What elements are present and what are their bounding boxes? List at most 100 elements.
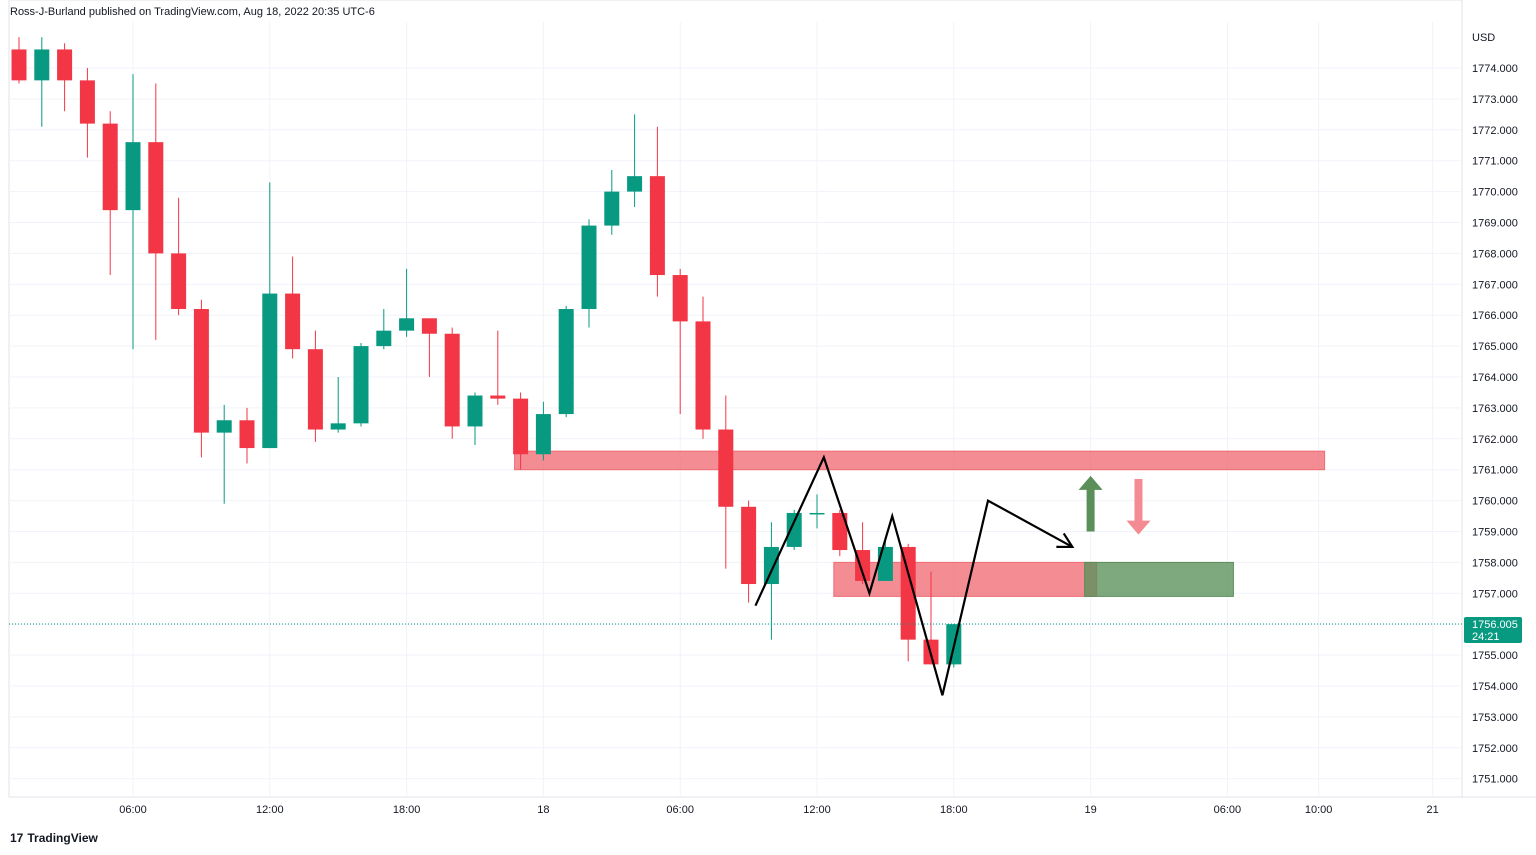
candle-body [399, 318, 415, 331]
candle-body [353, 346, 369, 424]
candle-body [900, 546, 916, 640]
candle-body [649, 176, 665, 276]
price-tick-label: 1752.000 [1472, 743, 1518, 755]
down-arrow [1126, 478, 1151, 535]
candle [581, 219, 597, 328]
candle-body [718, 429, 734, 507]
candle-body [262, 293, 278, 449]
candle-body [581, 225, 597, 310]
candle [535, 401, 551, 461]
tradingview-logo-icon: 17 [10, 831, 24, 845]
candle [239, 407, 255, 464]
candle-body [855, 550, 871, 581]
tradingview-brand-label: TradingView [27, 831, 98, 845]
candle-body [627, 176, 643, 192]
price-tick-label: 1764.000 [1472, 372, 1518, 384]
candle [649, 126, 665, 297]
candle [79, 68, 95, 158]
candle-body [695, 321, 711, 430]
price-tick-label: 1751.000 [1472, 774, 1518, 786]
candle [490, 330, 506, 405]
candle-body [604, 191, 620, 226]
candle-body [832, 512, 848, 551]
up-arrow [1078, 475, 1103, 532]
pattern-path [754, 454, 1073, 696]
publisher-caption: Ross-J-Burland published on TradingView.… [10, 6, 375, 18]
price-tick-label: 1773.000 [1472, 94, 1518, 106]
candle-body [239, 420, 255, 449]
candle-body [786, 512, 802, 547]
candle [695, 296, 711, 439]
price-tick-label: 1768.000 [1472, 248, 1518, 260]
candle [809, 494, 825, 529]
candle [558, 305, 574, 418]
candles [11, 37, 962, 668]
candle-body [877, 546, 893, 581]
candle [672, 268, 688, 415]
candle-body [467, 395, 483, 427]
time-tick-label: 18:00 [940, 804, 968, 816]
price-tick-label: 1766.000 [1472, 310, 1518, 322]
candle-body [34, 49, 50, 81]
last-price-tag [1464, 617, 1522, 644]
candle-body [102, 123, 118, 211]
price-tick-label: 1765.000 [1472, 341, 1518, 353]
time-tick-label: 12:00 [803, 804, 831, 816]
time-tick-label: 21 [1426, 804, 1438, 816]
candle-body [307, 349, 323, 430]
candle [171, 197, 187, 316]
last-price-countdown: 24:21 [1472, 631, 1500, 643]
price-tick-label: 1759.000 [1472, 527, 1518, 539]
candle-body [672, 275, 688, 322]
target-zone [1084, 561, 1234, 597]
price-tick-label: 1753.000 [1472, 712, 1518, 724]
candle [376, 309, 392, 350]
candle-body [79, 80, 95, 124]
price-tick-label: 1767.000 [1472, 279, 1518, 291]
time-tick-label: 06:00 [1214, 804, 1242, 816]
price-tick-label: 1771.000 [1472, 156, 1518, 168]
candle [11, 37, 27, 84]
candle-body [148, 142, 164, 254]
time-tick-label: 06:00 [119, 804, 147, 816]
candle [444, 327, 460, 439]
price-tick-label: 1770.000 [1472, 187, 1518, 199]
candle [627, 114, 643, 208]
candle-body [125, 142, 141, 211]
candle [125, 74, 141, 350]
candle [193, 299, 209, 458]
time-tick-label: 10:00 [1305, 804, 1333, 816]
time-tick-label: 06:00 [666, 804, 694, 816]
price-tick-label: 1763.000 [1472, 403, 1518, 415]
candle [467, 392, 483, 445]
time-tick-label: 18:00 [393, 804, 421, 816]
price-tick-label: 1774.000 [1472, 63, 1518, 75]
candle-body [285, 293, 301, 350]
price-tick-label: 1755.000 [1472, 650, 1518, 662]
candle-body [216, 420, 232, 433]
candle-body [535, 414, 551, 455]
candle [330, 377, 346, 433]
candle [34, 37, 50, 127]
candle [216, 404, 232, 504]
price-tick-label: 1758.000 [1472, 557, 1518, 569]
candle-body [376, 330, 392, 347]
price-tick-label: 1760.000 [1472, 496, 1518, 508]
candle [57, 43, 73, 112]
candle [307, 330, 323, 442]
last-price-value: 1756.005 [1472, 619, 1518, 631]
price-tick-label: 1757.000 [1472, 588, 1518, 600]
candle-body [513, 398, 529, 455]
pattern-path-arrowhead [1056, 532, 1075, 549]
candle-body [193, 309, 209, 433]
tradingview-brand[interactable]: 17 TradingView [10, 831, 98, 845]
candle [900, 543, 916, 662]
candle-body [558, 309, 574, 415]
candle [102, 111, 118, 276]
candle [604, 169, 620, 235]
candle-body [741, 506, 757, 585]
zones [514, 450, 1326, 597]
price-tick-label: 1761.000 [1472, 465, 1518, 477]
candle-body [809, 512, 825, 515]
